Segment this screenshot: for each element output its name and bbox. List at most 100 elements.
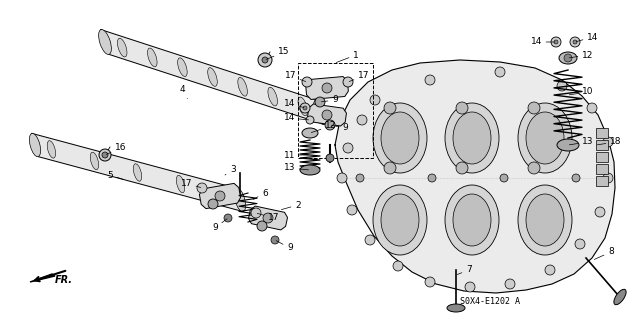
- Circle shape: [572, 174, 580, 182]
- Bar: [596, 128, 608, 138]
- Text: 12: 12: [311, 122, 337, 133]
- Text: 15: 15: [266, 48, 289, 59]
- Circle shape: [564, 54, 572, 62]
- Circle shape: [456, 162, 468, 174]
- Polygon shape: [248, 206, 287, 230]
- Ellipse shape: [117, 38, 127, 57]
- Ellipse shape: [559, 52, 577, 64]
- Circle shape: [325, 120, 335, 130]
- Ellipse shape: [526, 112, 564, 164]
- Circle shape: [603, 173, 613, 183]
- Circle shape: [557, 81, 567, 91]
- Bar: [298, 63, 373, 158]
- Ellipse shape: [518, 185, 572, 255]
- Ellipse shape: [208, 68, 218, 86]
- Polygon shape: [200, 183, 241, 209]
- Text: 12: 12: [570, 50, 593, 60]
- Text: 9: 9: [212, 219, 227, 233]
- Ellipse shape: [47, 141, 56, 158]
- Circle shape: [271, 236, 279, 244]
- Circle shape: [384, 162, 396, 174]
- Circle shape: [197, 183, 207, 193]
- Circle shape: [262, 57, 268, 63]
- Circle shape: [551, 37, 561, 47]
- Circle shape: [343, 143, 353, 153]
- Ellipse shape: [381, 112, 419, 164]
- Circle shape: [384, 102, 396, 114]
- Circle shape: [356, 174, 364, 182]
- Text: 17: 17: [180, 179, 201, 188]
- Circle shape: [263, 213, 273, 223]
- Circle shape: [573, 40, 577, 44]
- Text: 17: 17: [349, 71, 369, 82]
- Circle shape: [570, 37, 580, 47]
- Ellipse shape: [445, 185, 499, 255]
- Bar: [596, 176, 608, 186]
- Ellipse shape: [447, 304, 465, 312]
- Circle shape: [425, 75, 435, 85]
- Circle shape: [587, 103, 597, 113]
- Ellipse shape: [300, 165, 320, 175]
- Circle shape: [306, 116, 314, 124]
- Polygon shape: [101, 30, 324, 124]
- Text: S0X4-E1202 A: S0X4-E1202 A: [460, 298, 520, 307]
- Text: 14: 14: [284, 114, 308, 122]
- Circle shape: [456, 102, 468, 114]
- Text: 9: 9: [276, 241, 292, 253]
- Circle shape: [595, 207, 605, 217]
- Circle shape: [495, 67, 505, 77]
- Bar: [596, 164, 608, 174]
- Ellipse shape: [99, 30, 111, 55]
- Ellipse shape: [526, 194, 564, 246]
- Ellipse shape: [373, 103, 427, 173]
- Ellipse shape: [453, 112, 491, 164]
- Circle shape: [322, 83, 332, 93]
- Text: 8: 8: [595, 248, 614, 259]
- Ellipse shape: [453, 194, 491, 246]
- Text: 14: 14: [577, 33, 598, 41]
- Text: 17: 17: [257, 213, 280, 222]
- Circle shape: [300, 103, 310, 113]
- Text: 7: 7: [458, 265, 472, 275]
- Circle shape: [99, 149, 111, 161]
- Text: 10: 10: [570, 87, 593, 97]
- Ellipse shape: [220, 187, 228, 204]
- Circle shape: [326, 154, 334, 162]
- Ellipse shape: [518, 103, 572, 173]
- Circle shape: [347, 205, 357, 215]
- Circle shape: [425, 277, 435, 287]
- Ellipse shape: [298, 97, 308, 116]
- Text: 17: 17: [285, 71, 306, 82]
- Text: 18: 18: [597, 137, 621, 146]
- Bar: [596, 140, 608, 150]
- Ellipse shape: [381, 194, 419, 246]
- Circle shape: [370, 95, 380, 105]
- Circle shape: [337, 173, 347, 183]
- Circle shape: [575, 239, 585, 249]
- Ellipse shape: [90, 152, 99, 170]
- Text: 3: 3: [225, 166, 236, 175]
- Circle shape: [554, 40, 558, 44]
- Circle shape: [365, 235, 375, 245]
- Ellipse shape: [268, 87, 278, 106]
- Text: 1: 1: [336, 50, 359, 63]
- Ellipse shape: [445, 103, 499, 173]
- Ellipse shape: [234, 188, 246, 212]
- Text: 6: 6: [253, 189, 268, 199]
- Text: 16: 16: [106, 144, 127, 154]
- Text: 14: 14: [531, 38, 555, 47]
- Circle shape: [258, 53, 272, 67]
- Circle shape: [505, 279, 515, 289]
- Circle shape: [302, 77, 312, 87]
- Circle shape: [224, 214, 232, 222]
- Text: 5: 5: [107, 170, 124, 180]
- Circle shape: [315, 97, 325, 107]
- Text: 4: 4: [180, 85, 188, 99]
- Circle shape: [322, 110, 332, 120]
- Text: FR.: FR.: [55, 275, 73, 285]
- Ellipse shape: [614, 289, 626, 305]
- Ellipse shape: [178, 58, 187, 77]
- Circle shape: [257, 221, 267, 231]
- Circle shape: [528, 162, 540, 174]
- Circle shape: [500, 174, 508, 182]
